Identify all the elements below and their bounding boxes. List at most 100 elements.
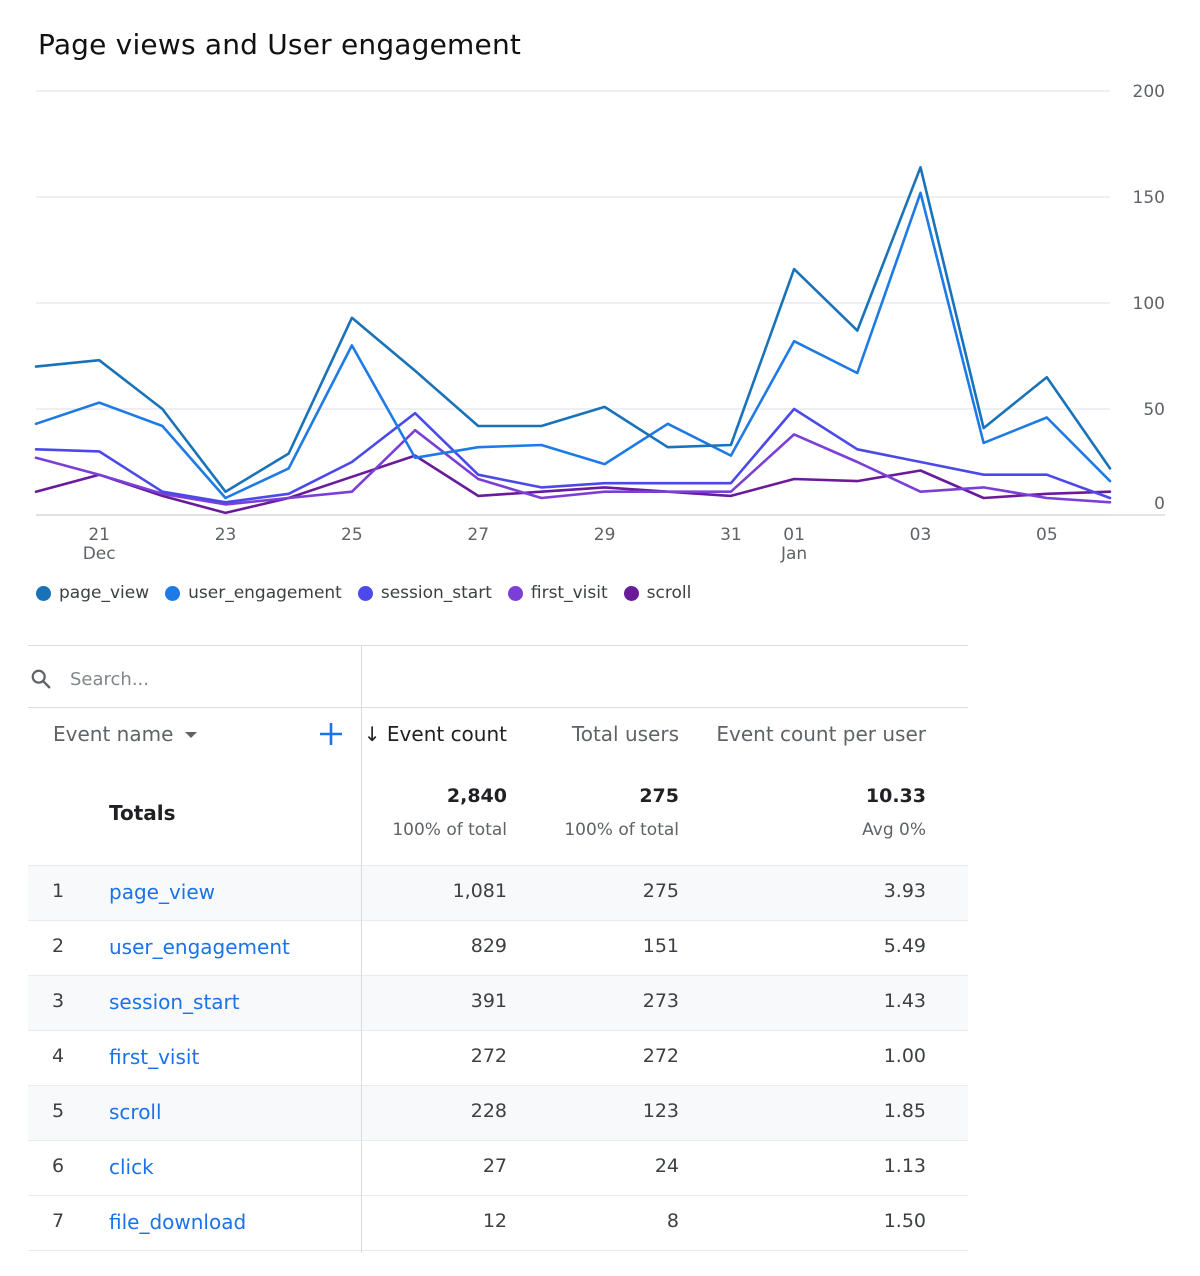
per-user-cell: 1.13 (883, 1155, 926, 1177)
x-tick-label: 25 (341, 525, 363, 545)
totals-total-users: 275 100% of total (519, 765, 679, 865)
legend-swatch-user-engagement (165, 585, 181, 601)
y-tick-label: 150 (1133, 188, 1165, 208)
table-row: 5 scroll 228 123 1.85 (28, 1086, 968, 1141)
search-bar (28, 646, 968, 708)
legend-swatch-first-visit (507, 585, 523, 601)
search-icon (31, 669, 51, 689)
total-users-cell: 24 (654, 1155, 679, 1177)
table-row: 7 file_download 12 8 1.50 (28, 1196, 968, 1251)
totals-total-users-share: 100% of total (564, 820, 679, 840)
table-row: 4 first_visit 272 272 1.00 (28, 1031, 968, 1086)
event-name-link[interactable]: first_visit (109, 1045, 200, 1069)
y-tick-label: 50 (1143, 400, 1165, 420)
x-tick-label: 01 (783, 525, 805, 545)
x-tick-label: 05 (1036, 525, 1058, 545)
legend-swatch-scroll (623, 585, 639, 601)
legend-item-page-view[interactable]: page_view (36, 583, 149, 603)
series-line-scroll (34, 454, 1112, 515)
legend-swatch-page-view (36, 585, 51, 601)
x-tick-label: 23 (215, 525, 237, 545)
totals-event-count: 2,840 100% of total (307, 765, 507, 865)
per-user-cell: 1.85 (883, 1100, 926, 1122)
event-name-header: Event name (53, 722, 174, 746)
table-row: 6 click 27 24 1.13 (28, 1141, 968, 1196)
row-number: 5 (52, 1100, 65, 1122)
total-users-cell: 123 (642, 1100, 679, 1122)
y-tick-label: 0 (1154, 494, 1165, 514)
legend-item-user-engagement[interactable]: user_engagement (165, 583, 342, 603)
chevron-down-icon (185, 732, 198, 738)
total-users-cell: 151 (642, 935, 679, 957)
totals-total-users-value: 275 (639, 785, 679, 807)
x-tick-label: 29 (594, 525, 616, 545)
row-number: 6 (52, 1155, 65, 1177)
legend-swatch-session-start (357, 585, 373, 601)
totals-per-user: 10.33 Avg 0% (726, 765, 926, 865)
x-tick-label: 31 (720, 525, 742, 545)
series-line-session-start (34, 407, 1112, 504)
x-tick-label: 03 (910, 525, 932, 545)
per-user-cell: 1.43 (883, 990, 926, 1012)
legend-label: page_view (59, 583, 150, 603)
per-user-cell: 1.50 (883, 1210, 926, 1232)
event-count-cell: 272 (470, 1045, 507, 1067)
search-input[interactable] (68, 663, 332, 695)
event-name-link[interactable]: click (109, 1155, 154, 1179)
series-lines (34, 166, 1112, 515)
event-name-link[interactable]: user_engagement (109, 935, 290, 959)
event-count-header[interactable]: ↓ Event count (363, 722, 507, 746)
event-count-cell: 391 (470, 990, 507, 1012)
row-number: 4 (52, 1045, 65, 1067)
legend-label: scroll (646, 583, 692, 603)
event-name-dimension-selector[interactable]: Event name (53, 722, 198, 746)
series-line-first-visit (34, 428, 1112, 506)
row-number: 1 (52, 880, 65, 902)
totals-event-count-share: 100% of total (392, 820, 507, 840)
event-name-link[interactable]: session_start (109, 990, 240, 1014)
total-users-header[interactable]: Total users (571, 722, 679, 746)
column-divider (361, 645, 362, 1253)
x-tick-sublabel: Jan (780, 544, 807, 564)
add-dimension-button[interactable] (317, 720, 345, 748)
series-line-user-engagement (34, 191, 1112, 500)
y-tick-label: 200 (1133, 82, 1165, 102)
total-users-cell: 8 (666, 1210, 679, 1232)
x-tick-label: 27 (467, 525, 489, 545)
legend-item-first-visit[interactable]: first_visit (507, 583, 608, 603)
event-count-cell: 12 (482, 1210, 507, 1232)
per-user-cell: 5.49 (883, 935, 926, 957)
event-count-cell: 27 (482, 1155, 507, 1177)
row-number: 2 (52, 935, 65, 957)
y-axis-ticks: 0 50 100 150 200 (1133, 82, 1165, 514)
totals-per-user-avg: Avg 0% (862, 820, 926, 840)
total-users-cell: 273 (642, 990, 679, 1012)
totals-row: Totals 2,840 100% of total 275 100% of t… (28, 765, 968, 866)
chart-legend: page_view user_engagement session_start … (36, 583, 691, 603)
grid-lines (36, 90, 1165, 516)
totals-label: Totals (109, 801, 176, 825)
table-row: 3 session_start 391 273 1.43 (28, 976, 968, 1031)
totals-per-user-value: 10.33 (865, 785, 926, 807)
event-name-link[interactable]: file_download (109, 1210, 247, 1234)
event-count-per-user-header[interactable]: Event count per user (716, 722, 926, 746)
chart-title: Page views and User engagement (38, 28, 522, 61)
y-tick-label: 100 (1133, 294, 1165, 314)
total-users-cell: 272 (642, 1045, 679, 1067)
row-number: 7 (52, 1210, 65, 1232)
legend-label: first_visit (530, 583, 608, 603)
legend-item-scroll[interactable]: scroll (623, 583, 692, 603)
table-header-row: Event name ↓ Event count Total users Eve… (28, 708, 968, 764)
legend-item-session-start[interactable]: session_start (357, 583, 492, 603)
event-count-cell: 829 (470, 935, 507, 957)
table-row: 2 user_engagement 829 151 5.49 (28, 921, 968, 976)
event-count-cell: 1,081 (452, 880, 507, 902)
x-tick-sublabel: Dec (83, 544, 116, 564)
event-name-link[interactable]: page_view (109, 880, 216, 904)
row-number: 3 (52, 990, 65, 1012)
total-users-cell: 275 (642, 880, 679, 902)
event-name-link[interactable]: scroll (109, 1100, 162, 1124)
x-tick-label: 21 (88, 525, 110, 545)
legend-label: user_engagement (188, 583, 342, 603)
